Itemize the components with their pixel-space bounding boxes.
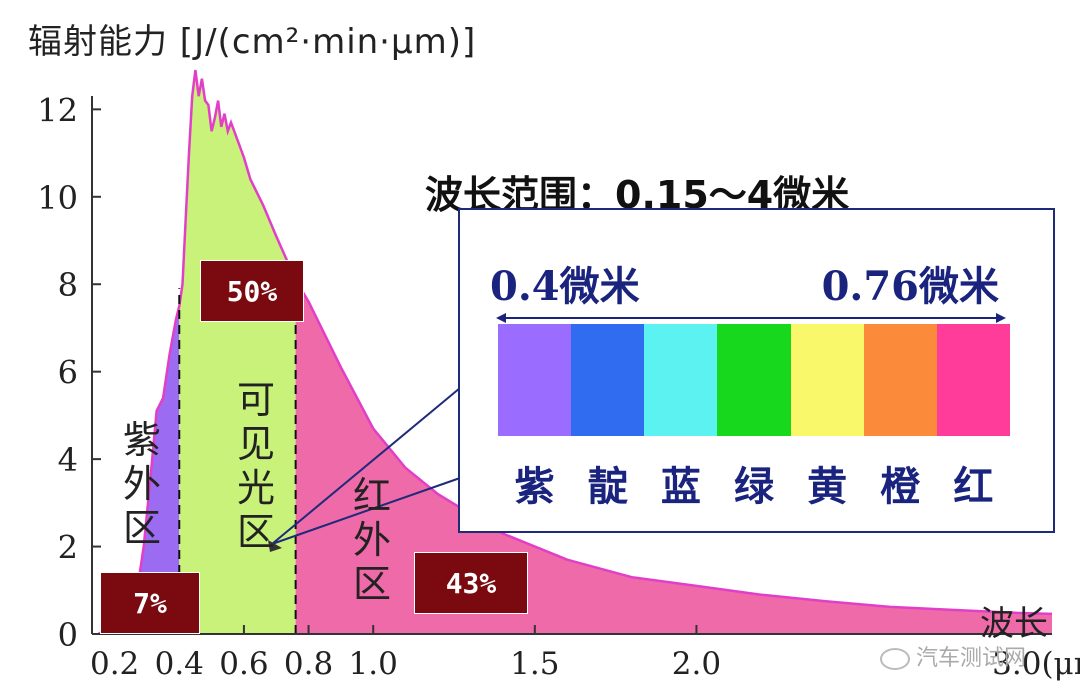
vis-char: 可 [236, 378, 275, 422]
spectrum-color-name: 绿 [733, 464, 774, 510]
y-tick-label: 2 [58, 529, 78, 567]
spectrum-color-name: 橙 [880, 464, 921, 510]
visible-spectrum-inset: 0.4微米 0.76微米 紫靛蓝绿黄橙红 [458, 208, 1055, 533]
y-tick-label: 10 [37, 179, 78, 217]
vis-char: 光 [236, 466, 275, 510]
callout-lines [268, 387, 461, 552]
watermark-text: 汽车测试网 [916, 646, 1027, 671]
region-fill-1 [179, 70, 296, 634]
x-tick-label: 1.5 [510, 646, 559, 682]
spectrum-color-name: 紫 [514, 464, 555, 510]
spectrum-color-names: 紫靛蓝绿黄橙红 [498, 454, 1010, 512]
double-arrow-icon [496, 313, 1006, 323]
spectrum-swatch [936, 324, 1010, 436]
y-axis-label: 辐射能力 [J/(cm²·min·μm)] [28, 22, 477, 62]
x-axis-label: 波长 [980, 604, 1048, 644]
x-tick-label: 0.2 [90, 646, 139, 682]
spectrum-color-name: 黄 [807, 464, 848, 510]
x-tick-label: 0.4 [155, 646, 204, 682]
uv-percent-badge: 7% [100, 572, 200, 634]
y-tick-label: 0 [58, 616, 78, 654]
spectrum-swatch [717, 324, 791, 436]
visible-percent-badge: 50% [200, 260, 304, 322]
y-tick-label: 12 [37, 91, 78, 129]
callout-line-upper [271, 387, 461, 545]
spectrum-color-name: 蓝 [660, 464, 701, 510]
y-tick-label: 4 [58, 441, 78, 479]
ir-region-label: 红 外 区 [348, 474, 396, 606]
curve-layer [97, 69, 1053, 636]
spectrum-end-label: 0.76微米 [821, 263, 999, 310]
ir-char: 区 [352, 562, 391, 606]
spectrum-curve [97, 69, 1053, 636]
uv-region-label: 紫 外 区 [118, 418, 166, 550]
x-tick-label: 1.0 [349, 646, 398, 682]
spectrum-swatch [790, 324, 864, 436]
x-tick-label: 3.0(μm) [992, 646, 1080, 682]
spectrum-color-name: 红 [953, 464, 994, 510]
y-tick-label: 8 [58, 266, 78, 304]
uv-char: 紫 [122, 418, 161, 462]
spectrum-color-bar [498, 324, 1010, 436]
vis-char: 见 [236, 422, 275, 466]
spectrum-swatch [644, 324, 718, 436]
spectrum-swatch [498, 324, 572, 436]
spectrum-color-name: 靛 [587, 464, 628, 510]
y-tick-label: 6 [58, 354, 78, 392]
ir-char: 红 [352, 474, 391, 518]
cursor-icon [268, 540, 282, 552]
x-tick-label: 0.8 [284, 646, 333, 682]
region-fill-2 [295, 279, 1053, 634]
spectrum-swatch [863, 324, 937, 436]
region-fills [98, 70, 1053, 634]
visible-region-label: 可 见 光 区 [232, 378, 280, 554]
ir-percent-badge: 43% [414, 552, 528, 614]
uv-char: 区 [122, 506, 161, 550]
x-tick-label: 0.6 [219, 646, 268, 682]
uv-char: 外 [122, 462, 161, 506]
wechat-icon [880, 648, 910, 670]
x-tick-label: 2.0 [672, 646, 721, 682]
spectrum-swatch [571, 324, 645, 436]
region-fill-0 [98, 306, 180, 634]
vis-char: 区 [236, 510, 275, 554]
ir-char: 外 [352, 518, 391, 562]
tick-labels: 0 2 4 6 8 10 12 0.2 0.4 0.6 0.8 1.0 1.5 2.0 3.0(μm) [37, 91, 1080, 682]
watermark: 汽车测试网 [880, 640, 1026, 672]
region-boundaries [178, 288, 297, 634]
spectrum-start-label: 0.4微米 [490, 263, 640, 310]
callout-line-lower [271, 477, 461, 545]
